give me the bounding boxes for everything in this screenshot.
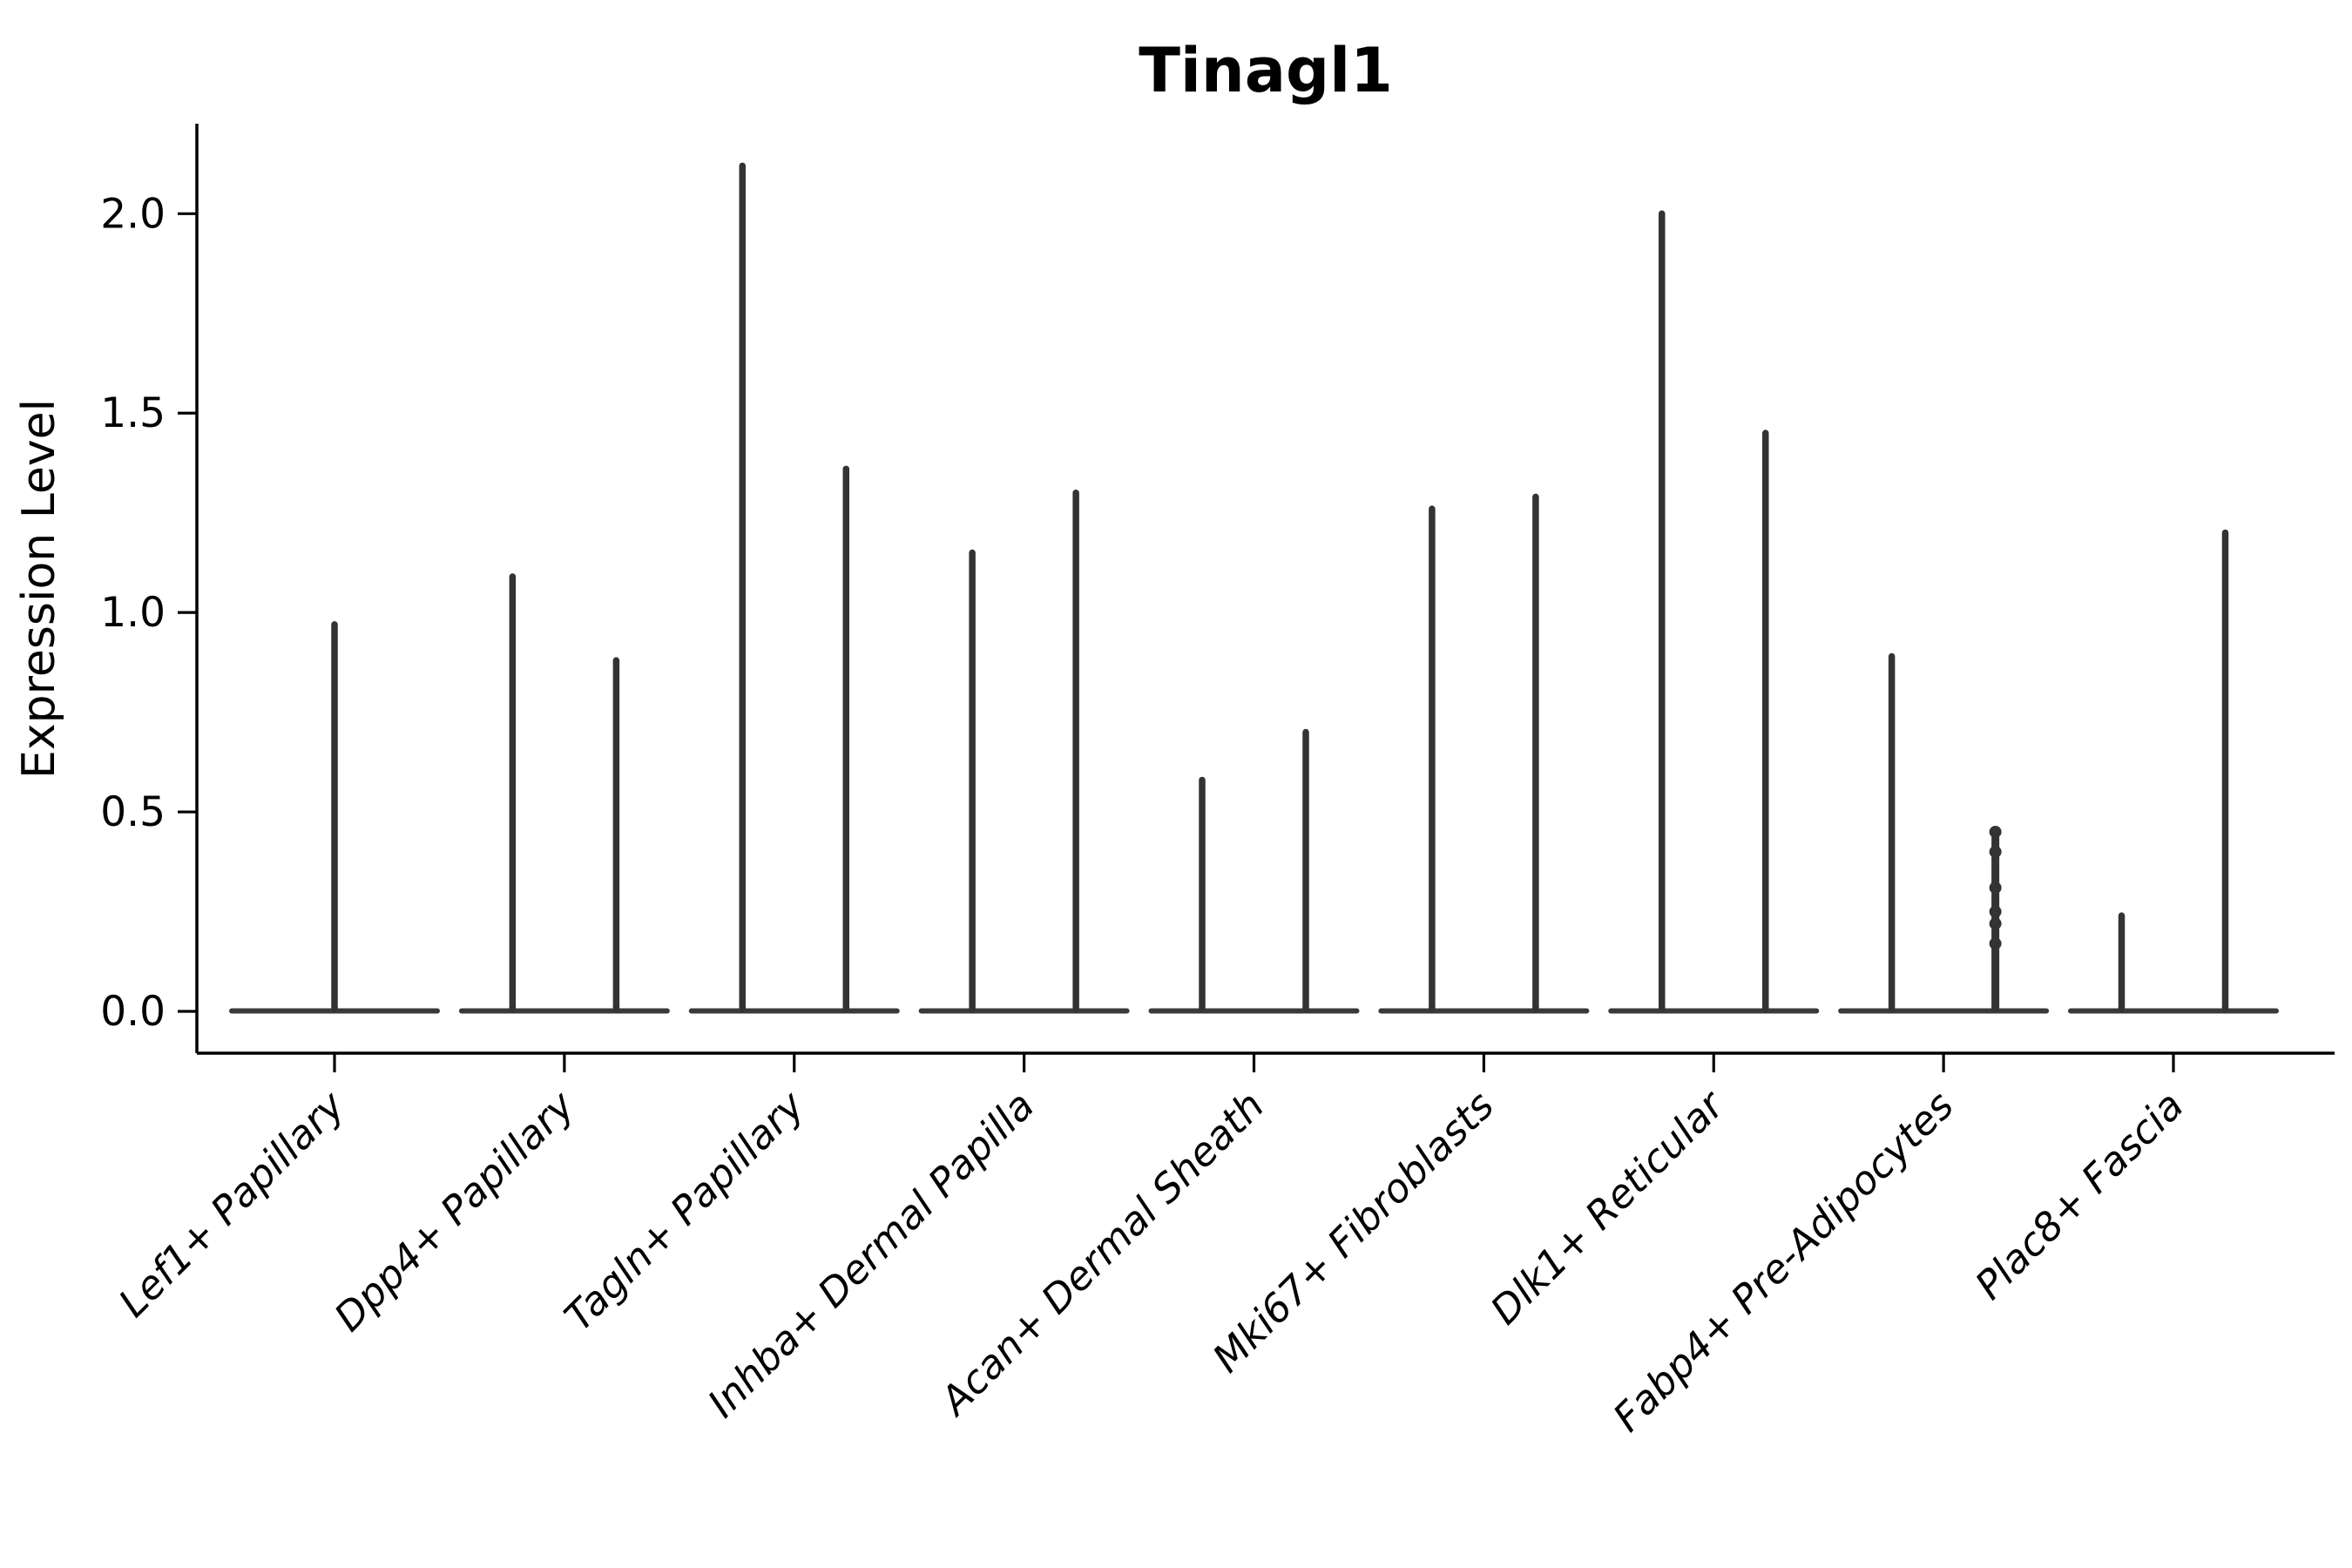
expression-point	[1989, 825, 2002, 838]
violin-group	[918, 490, 1130, 1014]
violin-group	[1378, 493, 1590, 1014]
x-tick-label: Lef1+ Papillary	[110, 1081, 355, 1326]
expression-point	[1989, 937, 2002, 950]
y-axis-label: Expression Level	[13, 399, 65, 779]
violin-group	[458, 573, 670, 1014]
x-tick-label: Tagln+ Papillary	[556, 1081, 814, 1340]
expression-point	[1989, 905, 2002, 918]
y-tick-label: 1.0	[100, 589, 166, 637]
expression-point	[1989, 882, 2002, 895]
x-tick-label: Plac8+ Fascia	[1966, 1082, 2193, 1308]
violin-group	[1148, 728, 1360, 1014]
y-tick-label: 0.0	[100, 988, 166, 1036]
expression-point	[1989, 917, 2002, 930]
violins	[229, 162, 2279, 1014]
axes: 0.0 0.5 1.0 1.5 2.0	[100, 124, 2335, 1072]
expression-point	[1989, 845, 2002, 858]
violin-group	[229, 621, 440, 1014]
x-tick-label: Dpp4+ Papillary	[325, 1081, 584, 1340]
y-tick-label: 1.5	[100, 389, 166, 437]
violin-group	[2068, 529, 2279, 1014]
y-tick-label: 2.0	[100, 190, 166, 238]
violin-group	[1838, 652, 2050, 1014]
x-tick-label: Dlk1+ Reticular	[1482, 1081, 1734, 1334]
chart-title: Tinagl1	[1139, 35, 1393, 106]
violin-group	[1608, 210, 1820, 1014]
y-tick-label: 0.5	[100, 788, 166, 836]
violin-group	[688, 162, 900, 1014]
